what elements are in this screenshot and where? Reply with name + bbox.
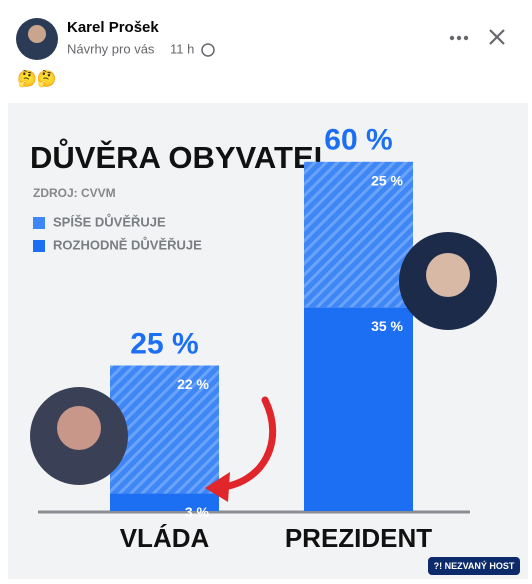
badge	[428, 557, 520, 575]
president-face	[426, 253, 470, 297]
bar-segment	[110, 493, 219, 511]
author[interactable]: Karel Prošek	[67, 19, 159, 36]
globe-icon	[201, 43, 215, 57]
value-label: 22 %	[177, 376, 209, 392]
category-label: VLÁDA	[120, 523, 210, 553]
badge-text: ?! NEZVANÝ HOST	[434, 560, 515, 571]
time[interactable]: 11 h	[170, 41, 194, 56]
chart-subtitle: ZDROJ: CVVM	[33, 186, 116, 200]
pm-face	[57, 406, 101, 450]
legend-swatch	[33, 240, 45, 252]
legend-label: ROZHODNĚ DŮVĚŘUJE	[53, 236, 202, 252]
red-arrowhead	[205, 472, 230, 502]
chart-title: DŮVĚRA OBYVATEL	[30, 137, 333, 175]
plot: SPÍŠE DŮVĚŘUJE ROZHODNĚ DŮVĚŘUJE 3 % 22 % 25…	[33, 124, 432, 553]
bar-segment	[110, 365, 219, 494]
legend-label: SPÍŠE DŮVĚŘUJE	[53, 213, 166, 229]
value-label: 25 %	[371, 173, 403, 189]
more-button[interactable]	[449, 35, 469, 41]
total-label: 25 %	[130, 327, 198, 360]
legend-swatch	[33, 217, 45, 229]
value-label: 3 %	[185, 504, 210, 520]
total-label: 60 %	[324, 124, 392, 157]
close-button[interactable]	[489, 29, 505, 45]
red-arrow	[211, 396, 277, 492]
context: Návrhy pro vás	[67, 41, 155, 56]
post-text: 🤔🤔	[17, 70, 57, 88]
avatar-face	[28, 25, 46, 43]
bar-segment	[304, 161, 413, 308]
value-label: 35 %	[371, 318, 403, 334]
category-label: PREZIDENT	[285, 523, 432, 553]
chart-image	[8, 103, 528, 579]
bar-segment	[304, 307, 413, 511]
